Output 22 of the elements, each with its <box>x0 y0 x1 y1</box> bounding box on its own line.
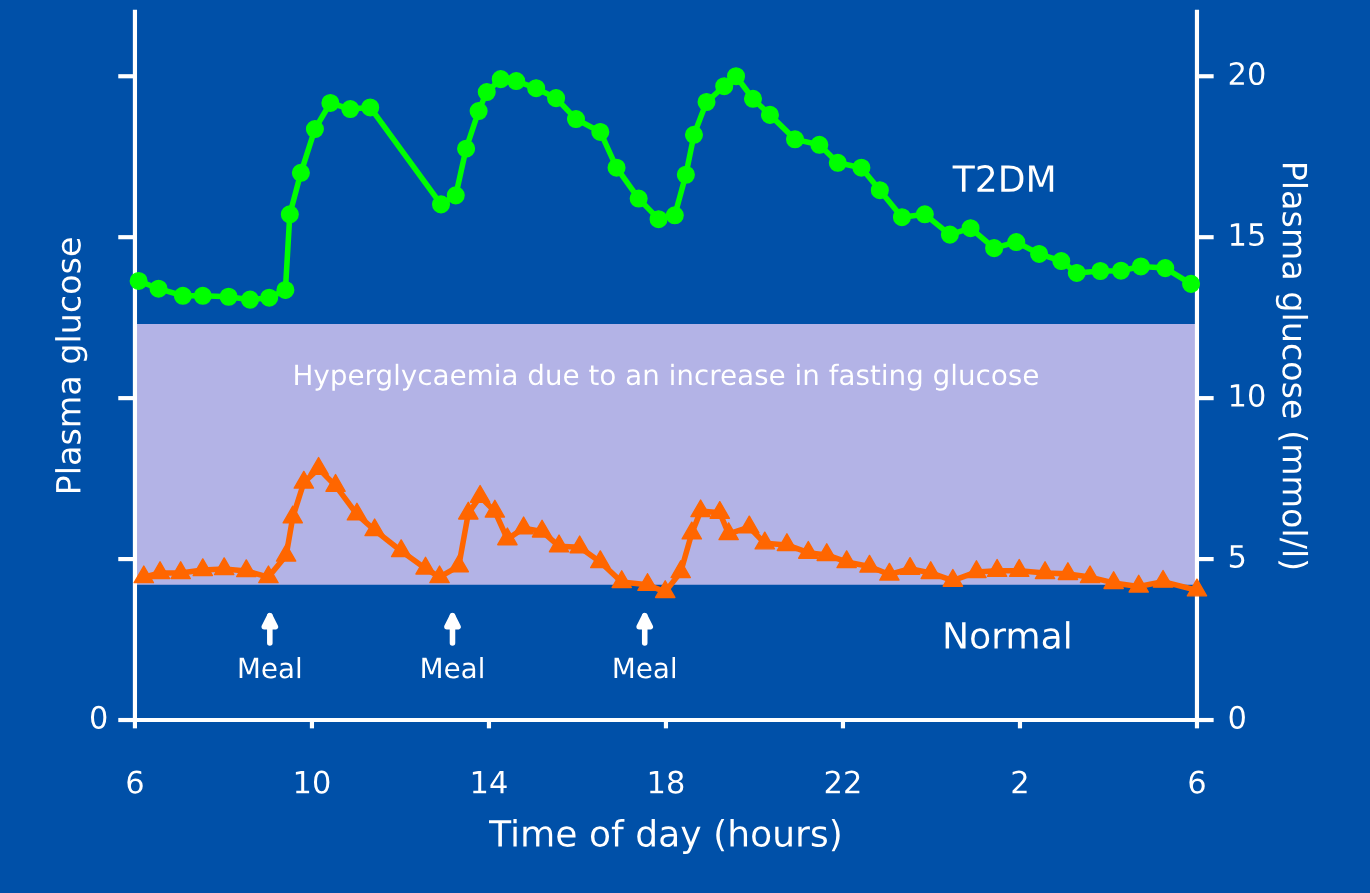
band-label: Hyperglycaemia due to an increase in fasting glucose <box>295 363 1038 391</box>
y-tick-label: 10 <box>1230 383 1265 408</box>
annotation: Meal <box>614 657 676 679</box>
series-label: Normal <box>945 621 1070 650</box>
x-tick-label: 6 <box>127 770 143 794</box>
annotation: Meal <box>239 657 301 679</box>
y-tick-label: 0 <box>1229 705 1245 729</box>
x-tick-label: 6 <box>1189 770 1205 794</box>
x-axis-title: Time of day (hours) <box>488 819 840 854</box>
x-tick-label: 10 <box>295 770 330 794</box>
series-label: T2DM <box>952 165 1054 192</box>
x-tick-label: 18 <box>649 770 684 794</box>
y-tick-label: 5 <box>1229 545 1245 568</box>
text: 0 <box>90 705 107 729</box>
y-tick-label: 20 <box>1229 62 1265 86</box>
x-tick-label: 2 <box>1012 770 1027 794</box>
text: Plasma glucose <box>55 238 88 493</box>
y-axis-title: Plasma glucose (mmol/l) <box>1275 163 1309 569</box>
x-tick-label: 22 <box>825 770 860 794</box>
annotation: Meal <box>422 657 483 679</box>
x-tick-label: 14 <box>472 770 507 794</box>
y-tick-label: 15 <box>1230 223 1264 247</box>
